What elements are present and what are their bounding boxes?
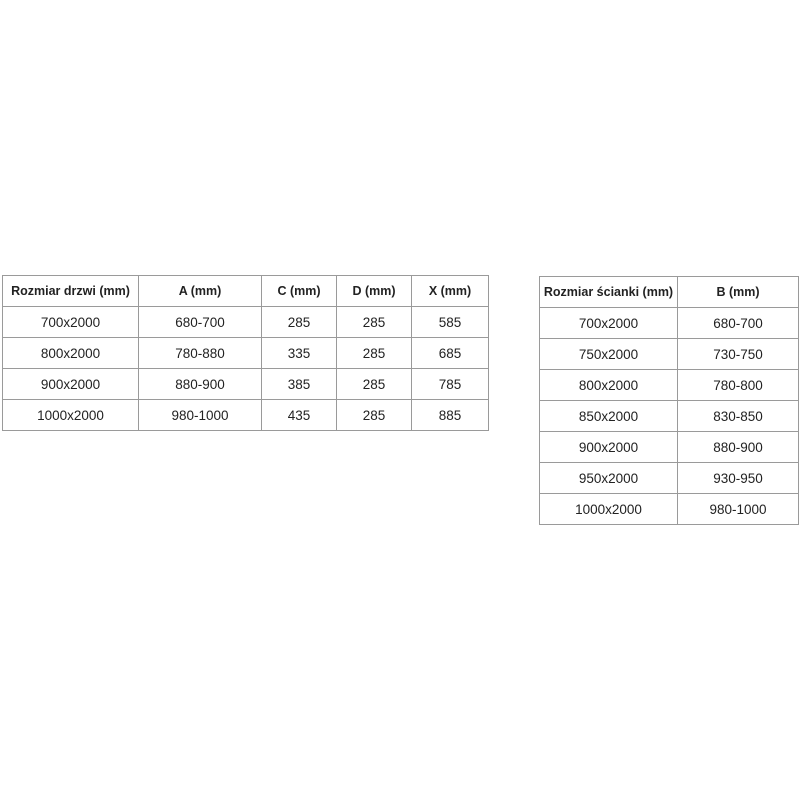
table-cell: 730-750 (677, 338, 799, 370)
table-cell: 700x2000 (539, 307, 678, 339)
table-cell: 830-850 (677, 400, 799, 432)
table-cell: 900x2000 (2, 368, 139, 400)
table-cell: 1000x2000 (539, 493, 678, 525)
column-header: Rozmiar ścianki (mm) (539, 276, 678, 308)
table-cell: 800x2000 (539, 369, 678, 401)
table-cell: 880-900 (138, 368, 262, 400)
table-row: 700x2000 680-700 285 285 585 (2, 306, 489, 338)
table-cell: 335 (261, 337, 337, 369)
wall-size-table: Rozmiar ścianki (mm) B (mm) 700x2000 680-7… (539, 276, 799, 525)
table-cell: 785 (411, 368, 489, 400)
table-cell: 700x2000 (2, 306, 139, 338)
table-cell: 685 (411, 337, 489, 369)
table-cell: 780-800 (677, 369, 799, 401)
table-row: 700x2000 680-700 (539, 307, 799, 339)
table-cell: 750x2000 (539, 338, 678, 370)
table-row: 850x2000 830-850 (539, 400, 799, 432)
table-cell: 1000x2000 (2, 399, 139, 431)
table-header-row: Rozmiar drzwi (mm) A (mm) C (mm) D (mm) X (m… (2, 275, 489, 307)
table-cell: 385 (261, 368, 337, 400)
table-cell: 435 (261, 399, 337, 431)
column-header: B (mm) (677, 276, 799, 308)
table-cell: 885 (411, 399, 489, 431)
table-cell: 285 (336, 337, 412, 369)
table-cell: 680-700 (677, 307, 799, 339)
column-header: C (mm) (261, 275, 337, 307)
table-cell: 780-880 (138, 337, 262, 369)
table-cell: 880-900 (677, 431, 799, 463)
table-row: 1000x2000 980-1000 435 285 885 (2, 399, 489, 431)
table-row: 1000x2000 980-1000 (539, 493, 799, 525)
column-header: A (mm) (138, 275, 262, 307)
column-header: Rozmiar drzwi (mm) (2, 275, 139, 307)
table-row: 750x2000 730-750 (539, 338, 799, 370)
table-cell: 285 (261, 306, 337, 338)
table-cell: 930-950 (677, 462, 799, 494)
table-cell: 950x2000 (539, 462, 678, 494)
table-cell: 285 (336, 306, 412, 338)
table-cell: 680-700 (138, 306, 262, 338)
table-cell: 285 (336, 399, 412, 431)
table-cell: 285 (336, 368, 412, 400)
column-header: X (mm) (411, 275, 489, 307)
table-row: 950x2000 930-950 (539, 462, 799, 494)
door-size-table: Rozmiar drzwi (mm) A (mm) C (mm) D (mm) X (m… (2, 275, 489, 431)
table-cell: 900x2000 (539, 431, 678, 463)
table-cell: 980-1000 (138, 399, 262, 431)
column-header: D (mm) (336, 275, 412, 307)
table-cell: 850x2000 (539, 400, 678, 432)
table-row: 800x2000 780-880 335 285 685 (2, 337, 489, 369)
table-cell: 800x2000 (2, 337, 139, 369)
table-row: 900x2000 880-900 385 285 785 (2, 368, 489, 400)
table-row: 900x2000 880-900 (539, 431, 799, 463)
table-cell: 980-1000 (677, 493, 799, 525)
table-row: 800x2000 780-800 (539, 369, 799, 401)
table-cell: 585 (411, 306, 489, 338)
table-header-row: Rozmiar ścianki (mm) B (mm) (539, 276, 799, 308)
